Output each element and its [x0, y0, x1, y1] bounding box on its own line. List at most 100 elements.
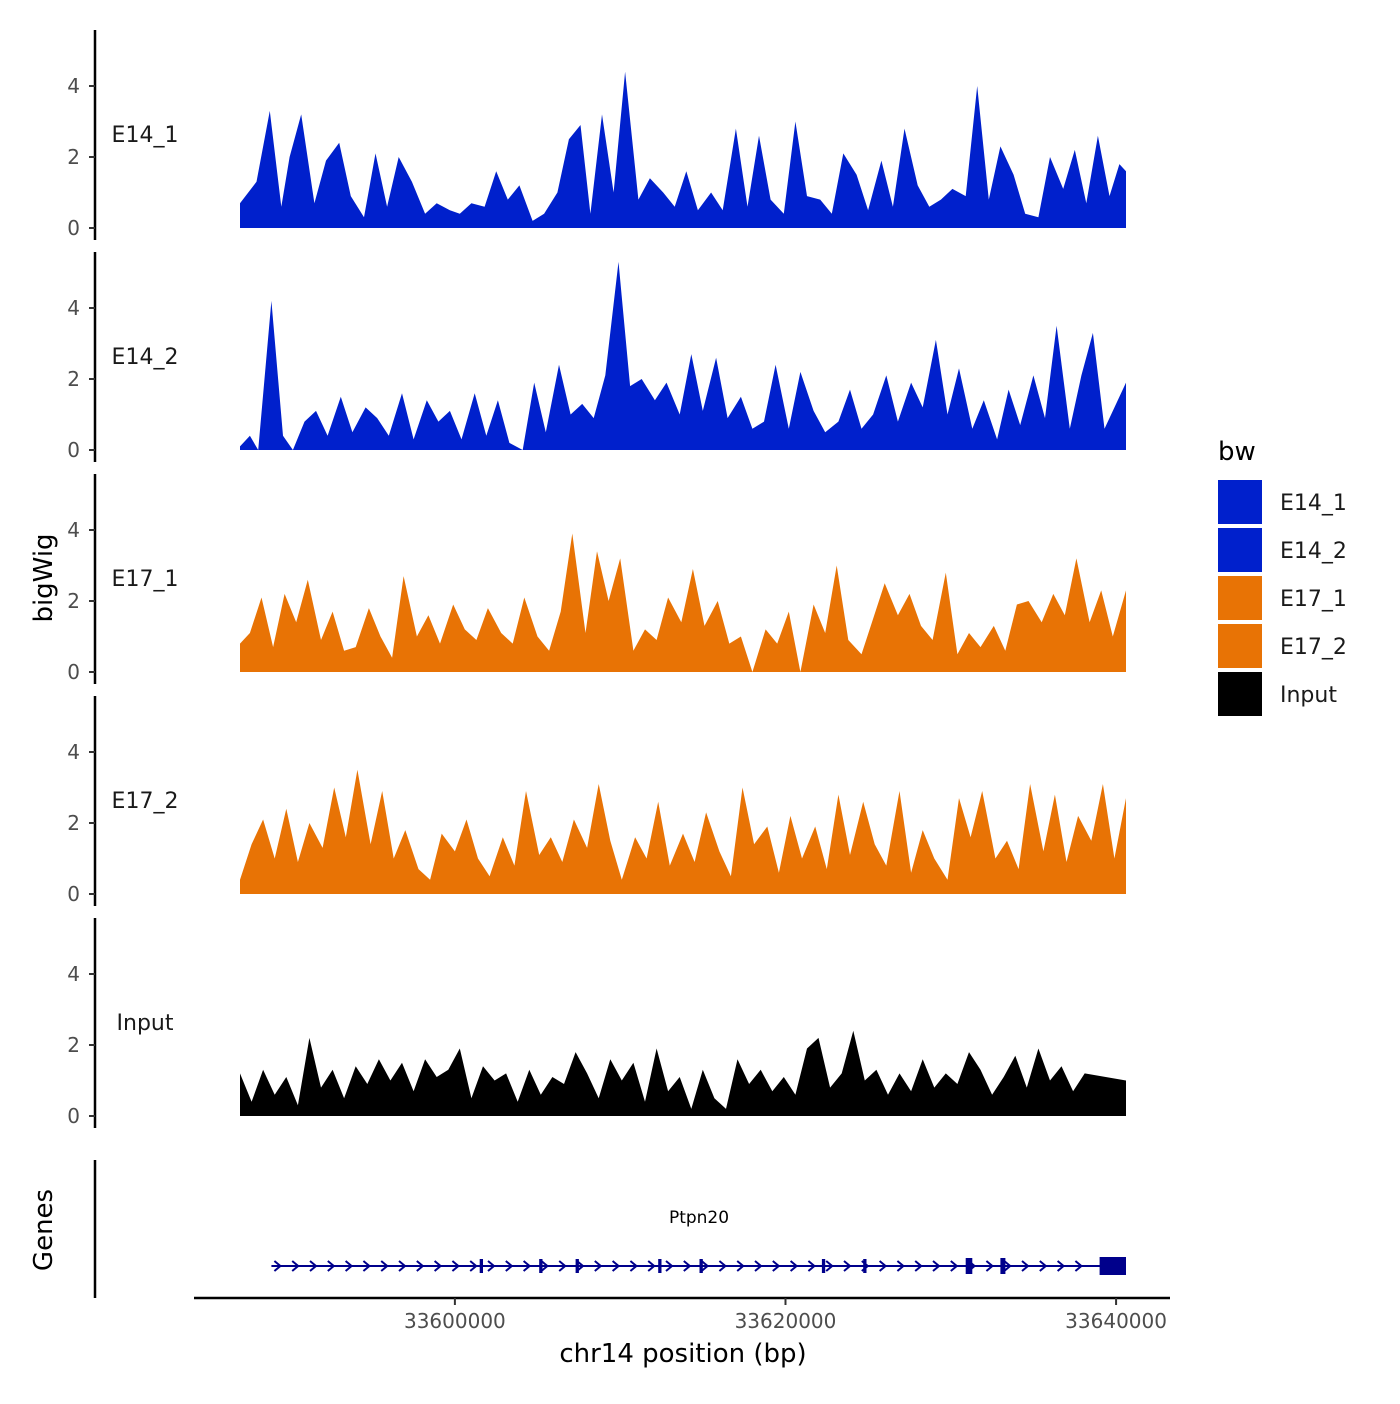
panel-label: Input: [117, 1011, 174, 1036]
strand-arrow: [327, 1260, 336, 1272]
strand-arrow: [985, 1260, 994, 1272]
gene-panel: Ptpn20: [93, 1160, 1126, 1298]
exon: [575, 1259, 579, 1273]
panel-input: 0 2 4 Input: [67, 918, 1126, 1128]
gene-name-label: Ptpn20: [669, 1208, 729, 1228]
strand-arrow: [950, 1260, 959, 1272]
strand-arrow: [914, 1260, 923, 1272]
signal-panels: 0 2 4 E14_1 0 2 4 E14_2 0 2 4 E17_1 0 2 4 E17_2 0 2 4 Input: [67, 30, 1126, 1128]
exon: [1099, 1257, 1126, 1275]
strand-arrow: [736, 1260, 745, 1272]
legend-label-e14-1: E14_1: [1280, 491, 1347, 516]
y-tick-label: 4: [67, 74, 80, 98]
exon: [821, 1259, 826, 1273]
y-tick-label: 4: [67, 518, 80, 542]
panel-label: E14_2: [112, 345, 179, 370]
strand-arrow: [665, 1260, 674, 1272]
signal-area-e17-1: [240, 533, 1126, 672]
strand-arrow: [683, 1260, 692, 1272]
y-tick-label: 2: [67, 1033, 80, 1057]
y-tick-label: 0: [67, 1104, 80, 1128]
strand-arrow: [576, 1260, 585, 1272]
legend-swatch-e17-1: [1218, 576, 1262, 620]
panel-e14-1: 0 2 4 E14_1: [67, 30, 1126, 240]
strand-arrow: [540, 1260, 549, 1272]
panel-label: E17_1: [112, 567, 179, 592]
strand-arrow: [362, 1260, 371, 1272]
y-tick-label: 4: [67, 740, 80, 764]
panel-label: E14_1: [112, 123, 179, 148]
legend-label-e17-1: E17_1: [1280, 587, 1347, 612]
panel-label: E17_2: [112, 789, 179, 814]
panel-e17-2: 0 2 4 E17_2: [67, 696, 1126, 906]
legend: bw E14_1 E14_2 E17_1 E17_2 Input: [1218, 437, 1347, 716]
signal-area-e14-1: [240, 71, 1126, 228]
signal-area-input: [240, 1030, 1126, 1116]
y-tick-label: 2: [67, 145, 80, 169]
strand-arrow: [451, 1260, 460, 1272]
strand-arrow: [416, 1260, 425, 1272]
strand-arrow: [896, 1260, 905, 1272]
exon: [1000, 1258, 1006, 1274]
strand-arrow: [344, 1260, 354, 1272]
x-axis-title: chr14 position (bp): [559, 1339, 806, 1369]
y-tick-label: 4: [67, 296, 80, 320]
legend-swatch-e14-1: [1218, 480, 1262, 524]
x-tick-label: 33620000: [735, 1309, 837, 1333]
strand-arrow: [932, 1260, 941, 1272]
exon: [658, 1259, 662, 1273]
legend-label-input: Input: [1280, 683, 1337, 708]
legend-title: bw: [1218, 437, 1256, 467]
y-axis-title: bigWig: [29, 533, 59, 622]
strand-arrow: [718, 1260, 727, 1272]
legend-swatch-e17-2: [1218, 624, 1262, 668]
strand-arrow: [843, 1260, 852, 1272]
panel-e17-1: 0 2 4 E17_1: [67, 474, 1126, 684]
strand-arrow: [273, 1260, 282, 1272]
y-tick-label: 2: [67, 589, 80, 613]
x-tick-label: 33600000: [404, 1309, 506, 1333]
strand-arrow: [611, 1260, 621, 1272]
signal-area-e14-2: [240, 261, 1126, 450]
strand-arrow: [291, 1260, 300, 1272]
legend-swatch-input: [1218, 672, 1262, 716]
strand-arrow: [558, 1260, 567, 1272]
strand-arrow: [772, 1260, 781, 1272]
x-axis: 33600000 33620000 33640000: [194, 1296, 1170, 1333]
strand-arrow: [1056, 1260, 1066, 1272]
x-tick-label: 33640000: [1065, 1309, 1167, 1333]
y-tick-label: 2: [67, 811, 80, 835]
strand-arrow: [700, 1260, 710, 1272]
strand-arrow: [754, 1260, 763, 1272]
legend-label-e14-2: E14_2: [1280, 539, 1347, 564]
strand-arrow: [1039, 1260, 1048, 1272]
y-tick-label: 0: [67, 660, 80, 684]
y-tick-label: 0: [67, 438, 80, 462]
y-tick-label: 0: [67, 216, 80, 240]
strand-arrow: [807, 1260, 816, 1272]
strand-arrow: [1074, 1260, 1083, 1272]
strand-arrow: [594, 1260, 603, 1272]
strand-arrow: [398, 1260, 407, 1272]
y-tick-label: 2: [67, 367, 80, 391]
exon: [479, 1259, 483, 1273]
strand-arrow: [433, 1260, 443, 1272]
strand-arrow: [629, 1260, 638, 1272]
strand-arrow: [505, 1260, 514, 1272]
legend-swatch-e14-2: [1218, 528, 1262, 572]
y-tick-label: 0: [67, 882, 80, 906]
strand-arrow: [309, 1260, 318, 1272]
strand-arrow: [878, 1260, 888, 1272]
exon: [699, 1259, 703, 1273]
legend-label-e17-2: E17_2: [1280, 635, 1347, 660]
strand-arrow: [380, 1260, 389, 1272]
strand-arrow: [1003, 1260, 1012, 1272]
exon: [965, 1258, 973, 1274]
panel-e14-2: 0 2 4 E14_2: [67, 252, 1126, 462]
exon: [863, 1259, 867, 1273]
strand-arrow: [522, 1260, 532, 1272]
genes-axis-title: Genes: [29, 1189, 59, 1271]
y-tick-label: 4: [67, 962, 80, 986]
